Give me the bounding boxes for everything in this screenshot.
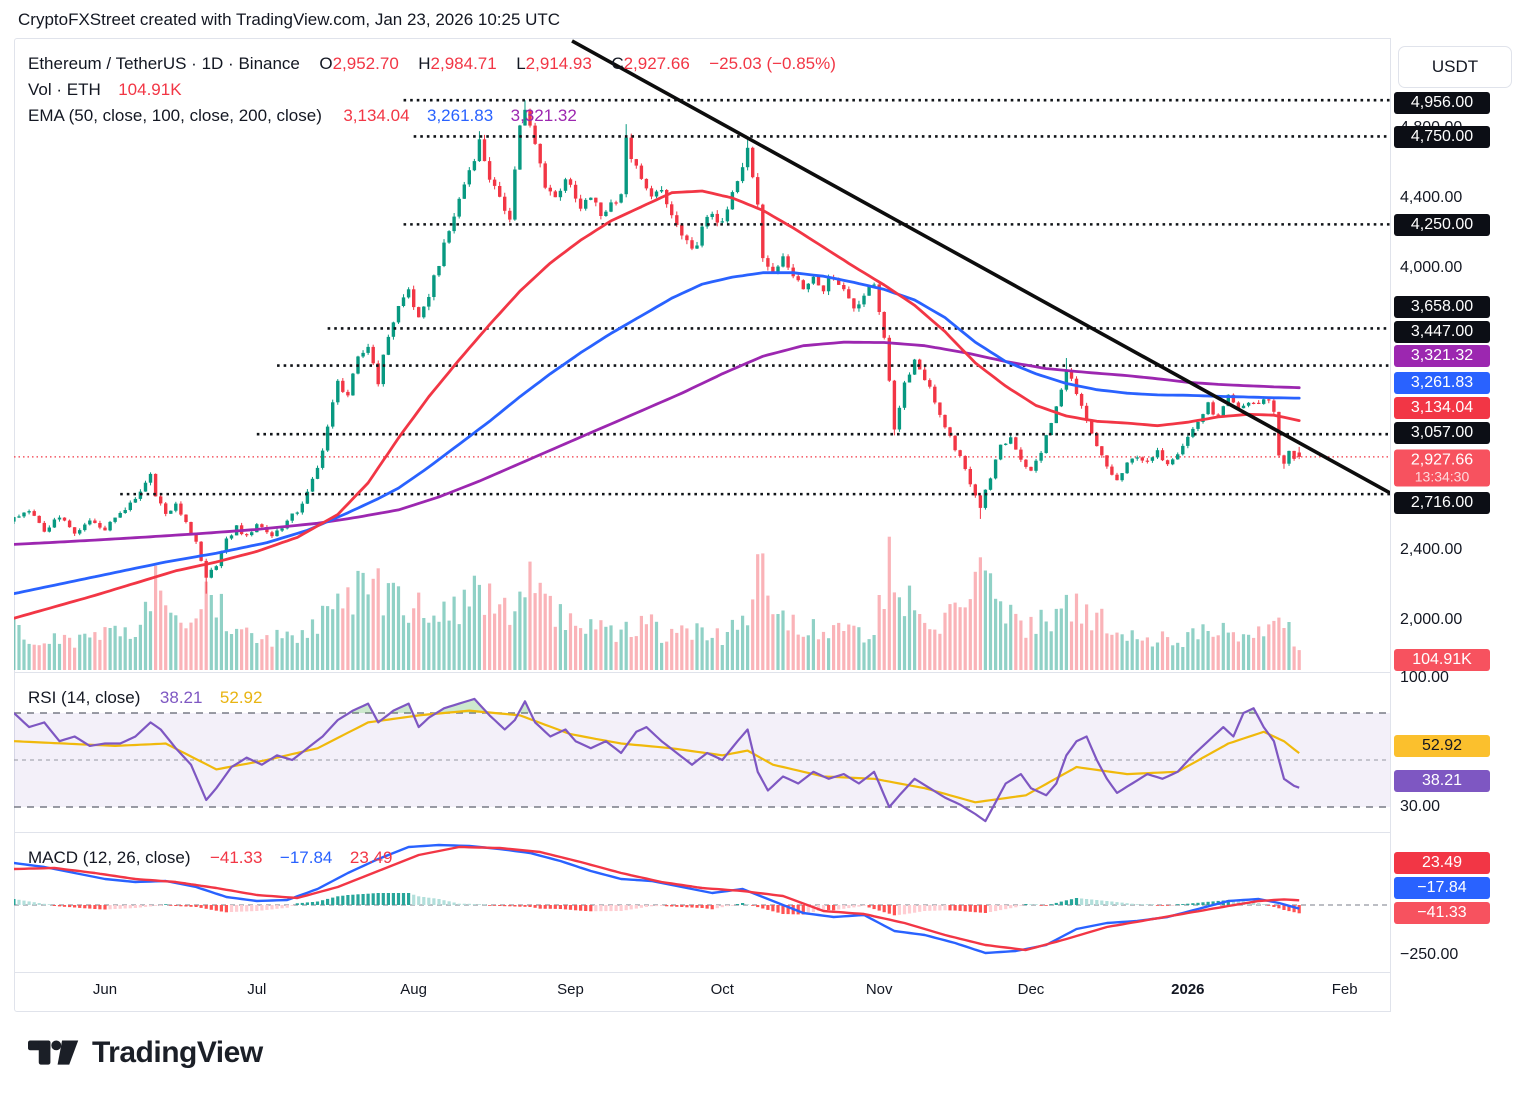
price-tick-label: 4,400.00 bbox=[1400, 189, 1463, 206]
change-value: −25.03 (−0.85%) bbox=[709, 54, 836, 73]
symbol-name: Ethereum / TetherUS bbox=[28, 54, 187, 73]
interval-label: 1D bbox=[201, 54, 224, 73]
price-tick-label: −250.00 bbox=[1400, 946, 1459, 963]
pane-separator bbox=[14, 972, 1522, 973]
price-axis-badge: 3,057.00 bbox=[1394, 422, 1490, 444]
price-axis-badge: 38.21 bbox=[1394, 770, 1490, 792]
macd-line-value: −17.84 bbox=[279, 848, 333, 867]
price-axis-badge: 2,716.00 bbox=[1394, 492, 1490, 514]
macd-hist-value: −41.33 bbox=[209, 848, 263, 867]
rsi-legend: RSI (14, close) 38.21 52.92 bbox=[28, 688, 262, 708]
ema200-value: 3,321.32 bbox=[510, 106, 577, 125]
tradingview-logo-icon bbox=[28, 1040, 79, 1065]
tradingview-logo-text: TradingView bbox=[92, 1036, 263, 1069]
rsi-label: RSI (14, close) bbox=[28, 688, 141, 707]
ema-legend: EMA (50, close, 100, close, 200, close) … bbox=[28, 106, 577, 126]
macd-signal-value: 23.49 bbox=[349, 848, 393, 867]
symbol-legend: Ethereum / TetherUS · 1D · Binance O2,95… bbox=[28, 54, 836, 74]
open-value: 2,952.70 bbox=[332, 54, 399, 73]
time-axis-label: Jun bbox=[92, 981, 118, 998]
price-axis-badge: 3,261.83 bbox=[1394, 372, 1490, 394]
open-label: O bbox=[319, 54, 333, 73]
volume-value: 104.91K bbox=[118, 80, 182, 99]
price-axis-badge: 4,250.00 bbox=[1394, 214, 1490, 236]
chart-card bbox=[14, 38, 1522, 1012]
price-tick-label: 2,000.00 bbox=[1400, 611, 1463, 628]
close-value: 2,927.66 bbox=[623, 54, 690, 73]
low-label: L bbox=[516, 54, 526, 73]
ema-label: EMA (50, close, 100, close, 200, close) bbox=[28, 106, 322, 125]
time-axis-label: Jul bbox=[247, 981, 267, 998]
price-tick-label: 4,000.00 bbox=[1400, 259, 1463, 276]
price-axis-badge: 3,134.04 bbox=[1394, 397, 1490, 419]
price-axis-badge: 3,658.00 bbox=[1394, 296, 1490, 318]
price-axis-badge: 3,321.32 bbox=[1394, 345, 1490, 367]
macd-label: MACD (12, 26, close) bbox=[28, 848, 191, 867]
price-axis-badge: 52.92 bbox=[1394, 735, 1490, 757]
high-label: H bbox=[418, 54, 431, 73]
legend-dot: · bbox=[191, 54, 197, 73]
time-axis-label: Feb bbox=[1331, 981, 1358, 998]
time-axis-label: Nov bbox=[865, 981, 893, 998]
price-axis-badge: 3,447.00 bbox=[1394, 321, 1490, 343]
price-axis-badge: 104.91K bbox=[1394, 649, 1490, 671]
currency-button[interactable]: USDT bbox=[1398, 46, 1512, 88]
exchange-label: Binance bbox=[238, 54, 300, 73]
price-axis-badge: −41.33 bbox=[1394, 902, 1490, 924]
price-tick-label: 2,400.00 bbox=[1400, 541, 1463, 558]
page-title: CryptoFXStreet created with TradingView.… bbox=[18, 10, 561, 29]
pane-separator bbox=[14, 832, 1522, 833]
rsi-value: 38.21 bbox=[159, 688, 203, 707]
time-axis-label: Aug bbox=[400, 981, 428, 998]
macd-legend: MACD (12, 26, close) −41.33 −17.84 23.49 bbox=[28, 848, 392, 868]
time-axis[interactable]: Jun Jul Aug Sep Oct Nov Dec 2026 Feb bbox=[14, 972, 1390, 1012]
price-axis-badge: 2,927.66 13:34:30 bbox=[1394, 449, 1490, 487]
price-axis-badge: −17.84 bbox=[1394, 877, 1490, 899]
volume-legend: Vol · ETH 104.91K bbox=[28, 80, 182, 100]
price-axis-badge: 4,956.00 bbox=[1394, 92, 1490, 114]
price-axis-badge: 4,750.00 bbox=[1394, 126, 1490, 148]
high-value: 2,984.71 bbox=[430, 54, 497, 73]
volume-label: Vol · ETH bbox=[28, 80, 101, 99]
rsi-ma-value: 52.92 bbox=[219, 688, 263, 707]
legend-dot: · bbox=[228, 54, 234, 73]
ema100-value: 3,261.83 bbox=[427, 106, 494, 125]
chart-canvas[interactable] bbox=[14, 38, 1390, 972]
low-value: 2,914.93 bbox=[525, 54, 592, 73]
price-tick-label: 30.00 bbox=[1400, 798, 1441, 815]
time-axis-label: Sep bbox=[557, 981, 584, 998]
price-axis-badge: 23.49 bbox=[1394, 852, 1490, 874]
price-scale[interactable]: 4,800.004,400.004,000.002,400.002,000.00… bbox=[1390, 38, 1522, 1012]
tradingview-logo[interactable]: TradingView bbox=[28, 1036, 263, 1070]
time-axis-label: Dec bbox=[1017, 981, 1045, 998]
price-tick-label: 100.00 bbox=[1400, 669, 1449, 686]
time-axis-label: Oct bbox=[710, 981, 734, 998]
close-label: C bbox=[611, 54, 624, 73]
ema50-value: 3,134.04 bbox=[343, 106, 410, 125]
time-axis-label: 2026 bbox=[1171, 981, 1205, 998]
pane-separator bbox=[14, 672, 1522, 673]
